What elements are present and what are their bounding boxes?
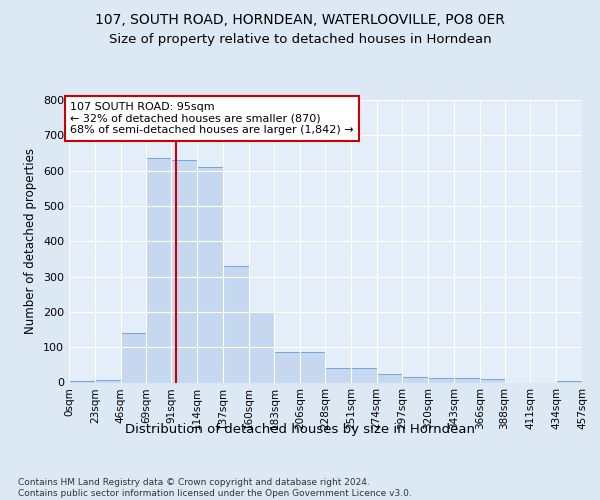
Bar: [403, 377, 428, 382]
Bar: [248, 312, 274, 382]
Bar: [377, 374, 403, 382]
Text: 107, SOUTH ROAD, HORNDEAN, WATERLOOVILLE, PO8 0ER: 107, SOUTH ROAD, HORNDEAN, WATERLOOVILLE…: [95, 12, 505, 26]
Bar: [428, 378, 454, 382]
Bar: [454, 378, 480, 382]
Bar: [171, 160, 197, 382]
Bar: [351, 368, 377, 382]
Bar: [146, 158, 171, 382]
Bar: [556, 380, 582, 382]
Bar: [197, 167, 223, 382]
Bar: [480, 379, 505, 382]
Y-axis label: Number of detached properties: Number of detached properties: [25, 148, 37, 334]
Bar: [69, 380, 95, 382]
Bar: [95, 380, 121, 382]
Text: Distribution of detached houses by size in Horndean: Distribution of detached houses by size …: [125, 422, 475, 436]
Bar: [121, 333, 146, 382]
Text: 107 SOUTH ROAD: 95sqm
← 32% of detached houses are smaller (870)
68% of semi-det: 107 SOUTH ROAD: 95sqm ← 32% of detached …: [70, 102, 354, 135]
Text: Size of property relative to detached houses in Horndean: Size of property relative to detached ho…: [109, 32, 491, 46]
Bar: [300, 352, 325, 382]
Text: Contains HM Land Registry data © Crown copyright and database right 2024.
Contai: Contains HM Land Registry data © Crown c…: [18, 478, 412, 498]
Bar: [325, 368, 351, 382]
Bar: [274, 352, 300, 382]
Bar: [223, 266, 248, 382]
